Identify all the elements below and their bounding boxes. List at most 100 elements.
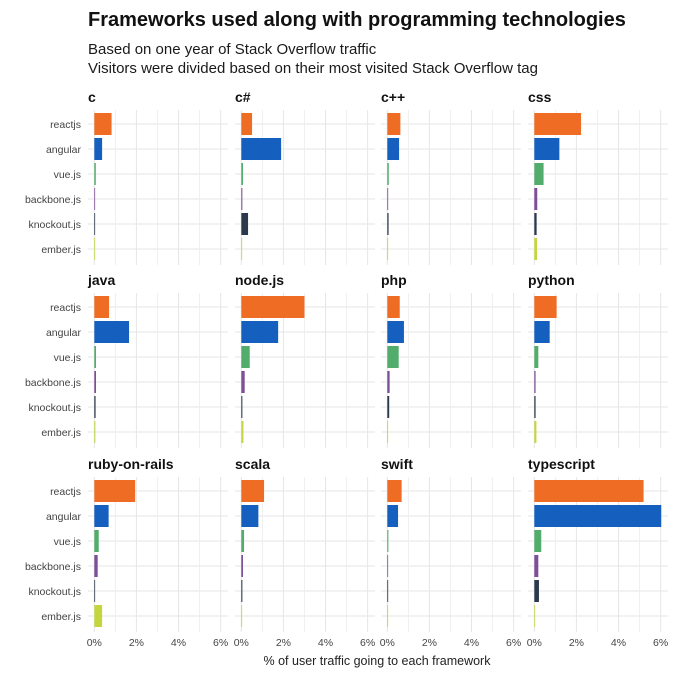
x-axis-title: % of user traffic going to each framewor… — [264, 654, 492, 668]
facet-panel-php: php — [381, 272, 521, 448]
bar-typescript-backbone-js — [534, 555, 539, 577]
bar-scala-backbone-js — [241, 555, 243, 577]
y-tick-label: angular — [46, 327, 82, 339]
bar-c-knockout-js — [94, 213, 96, 235]
bar-java-knockout-js — [94, 396, 96, 418]
facet-panels: c reactjs angular vue.js backbone.js knockout… — [25, 89, 668, 649]
facet-panel-typescript: typescript 0% 2% 4% 6% — [527, 456, 669, 649]
y-tick-label: vue.js — [54, 352, 81, 364]
x-tick-label: 6% — [360, 637, 375, 649]
bar-node-js-knockout-js — [241, 396, 243, 418]
bar-python-vue-js — [534, 346, 539, 368]
bar-php-reactjs — [387, 296, 400, 318]
y-tick-label: reactjs — [50, 119, 81, 131]
bar-c-backbone-js — [94, 188, 96, 210]
bar-swift-knockout-js — [387, 580, 389, 602]
bar-scala-knockout-js — [241, 580, 243, 602]
facet-title: typescript — [528, 456, 595, 472]
facet-title: c# — [235, 89, 251, 105]
bar-c-ember-js — [94, 238, 96, 260]
bar-typescript-angular — [534, 505, 662, 527]
bar-php-ember-js — [387, 421, 389, 443]
chart-subtitle-line-1: Based on one year of Stack Overflow traf… — [88, 41, 377, 58]
bar-scala-ember-js — [241, 605, 243, 627]
y-tick-label: angular — [46, 144, 82, 156]
bar-swift-angular — [387, 505, 399, 527]
bar-ruby-on-rails-ember-js — [94, 605, 103, 627]
bar-css-backbone-js — [534, 188, 538, 210]
bar-cpp-angular — [387, 138, 400, 160]
bar-php-knockout-js — [387, 396, 390, 418]
facet-title: ruby-on-rails — [88, 456, 174, 472]
facet-title: java — [87, 272, 115, 288]
bar-swift-vue-js — [387, 530, 389, 552]
bar-c-sharp-angular — [241, 138, 282, 160]
x-tick-label: 6% — [506, 637, 521, 649]
bar-ruby-on-rails-knockout-js — [94, 580, 96, 602]
bar-c-sharp-ember-js — [241, 238, 243, 260]
bar-swift-ember-js — [387, 605, 389, 627]
bar-css-reactjs — [534, 113, 582, 135]
x-tick-label: 0% — [527, 637, 542, 649]
y-tick-label: knockout.js — [28, 219, 81, 231]
facet-title: python — [528, 272, 575, 288]
bar-css-vue-js — [534, 163, 544, 185]
y-tick-label: ember.js — [41, 244, 81, 256]
facet-panel-python: python — [528, 272, 668, 448]
chart-title: Frameworks used along with programming t… — [88, 9, 626, 31]
bar-node-js-backbone-js — [241, 371, 245, 393]
bar-php-angular — [387, 321, 404, 343]
bar-ruby-on-rails-angular — [94, 505, 109, 527]
x-tick-label: 4% — [464, 637, 479, 649]
bar-java-reactjs — [94, 296, 110, 318]
bar-ruby-on-rails-backbone-js — [94, 555, 98, 577]
bar-swift-backbone-js — [387, 555, 389, 577]
bar-cpp-ember-js — [387, 238, 389, 260]
bar-java-vue-js — [94, 346, 96, 368]
facet-title: swift — [381, 456, 413, 472]
bar-css-angular — [534, 138, 560, 160]
x-tick-label: 4% — [611, 637, 626, 649]
bar-c-angular — [94, 138, 103, 160]
y-tick-label: reactjs — [50, 302, 81, 314]
y-tick-label: reactjs — [50, 486, 81, 498]
facet-panel-node-js: node.js — [235, 272, 375, 448]
bar-scala-angular — [241, 505, 259, 527]
y-tick-label: ember.js — [41, 427, 81, 439]
bar-node-js-vue-js — [241, 346, 250, 368]
bar-scala-reactjs — [241, 480, 265, 502]
bar-typescript-ember-js — [534, 605, 536, 627]
y-tick-label: angular — [46, 511, 82, 523]
x-tick-label: 2% — [569, 637, 584, 649]
bar-c-vue-js — [94, 163, 96, 185]
bar-java-angular — [94, 321, 130, 343]
bar-cpp-vue-js — [387, 163, 389, 185]
bar-typescript-reactjs — [534, 480, 644, 502]
bar-php-vue-js — [387, 346, 399, 368]
facet-panel-c-sharp: c# — [235, 89, 375, 265]
bar-c-sharp-knockout-js — [241, 213, 249, 235]
y-tick-label: knockout.js — [28, 586, 81, 598]
facet-panel-swift: swift 0% 2% 4% 6% — [380, 456, 522, 649]
facet-panel-cpp: c++ — [381, 89, 521, 265]
y-tick-label: vue.js — [54, 536, 81, 548]
facet-title: scala — [235, 456, 270, 472]
facet-title: c — [88, 89, 96, 105]
y-tick-label: knockout.js — [28, 402, 81, 414]
bar-python-backbone-js — [534, 371, 536, 393]
bar-c-sharp-backbone-js — [241, 188, 243, 210]
bar-ruby-on-rails-reactjs — [94, 480, 136, 502]
bar-c-reactjs — [94, 113, 112, 135]
x-tick-label: 0% — [234, 637, 249, 649]
bar-java-backbone-js — [94, 371, 96, 393]
bar-ruby-on-rails-vue-js — [94, 530, 99, 552]
bar-c-sharp-reactjs — [241, 113, 253, 135]
bar-typescript-vue-js — [534, 530, 542, 552]
facet-panel-css: css — [528, 89, 668, 265]
x-tick-label: 2% — [276, 637, 291, 649]
y-tick-label: vue.js — [54, 169, 81, 181]
bar-python-reactjs — [534, 296, 557, 318]
bar-python-angular — [534, 321, 550, 343]
bar-java-ember-js — [94, 421, 96, 443]
bar-php-backbone-js — [387, 371, 390, 393]
